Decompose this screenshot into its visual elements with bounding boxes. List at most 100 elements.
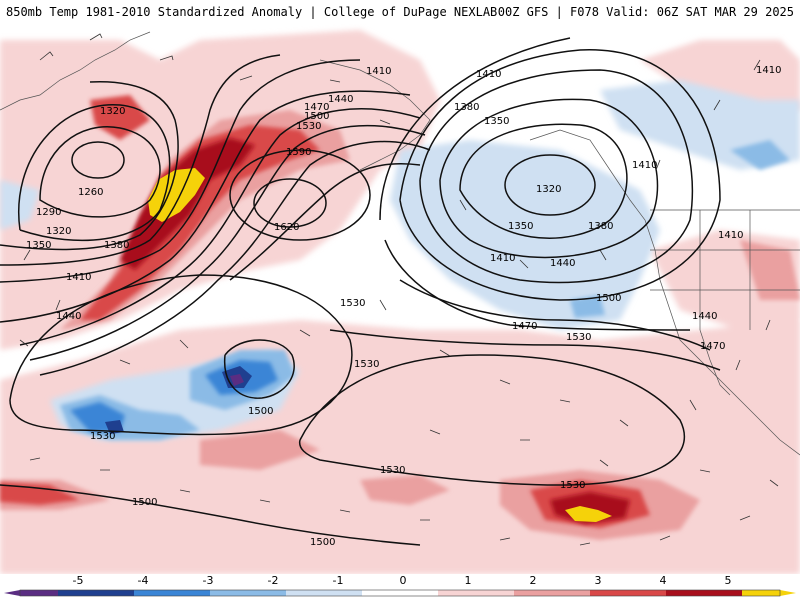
contour-label: 1440 (692, 311, 717, 322)
contour-label: 1410 (490, 253, 515, 264)
contour-1320-west (18, 104, 171, 242)
contour-label: 1380 (588, 221, 613, 232)
contour-1590 (229, 149, 371, 241)
colorbar-segment (590, 590, 629, 596)
contour-1620 (253, 178, 327, 228)
contour-label: 1530 (560, 480, 585, 491)
contour-label: 1320 (100, 106, 125, 117)
contour-1530-east (329, 329, 721, 371)
contour-label: 1350 (26, 240, 51, 251)
anomaly-region (570, 295, 605, 318)
contour-1530-south (298, 354, 686, 486)
coastline-na-west (529, 129, 800, 456)
contour-label: 1410 (366, 66, 391, 77)
colorbar-tick-label: -5 (73, 574, 84, 587)
colorbar-tick-label: 3 (595, 574, 602, 587)
contour-label: 1530 (296, 121, 321, 132)
contour-label: 1530 (380, 465, 405, 476)
colorbar-segment (438, 590, 477, 596)
anomaly-region (740, 240, 800, 300)
colorbar-segment (324, 590, 363, 596)
contour-label: 1530 (566, 332, 591, 343)
contour-1470 (19, 108, 421, 346)
contour-1560 (229, 163, 421, 281)
colorbar-tick-label: -1 (333, 574, 344, 587)
contour-1290 (39, 126, 161, 218)
coastline-alaska (319, 59, 431, 171)
colorbar-segment (476, 590, 515, 596)
anomaly-min-region (230, 374, 244, 386)
contour-label: 1380 (104, 240, 129, 251)
contour-label: 1500 (132, 497, 157, 508)
colorbar-tick-label: -3 (203, 574, 214, 587)
contour-1320-east (504, 154, 596, 216)
contour-label: 1530 (354, 359, 379, 370)
colorbar-max-arrow (780, 590, 796, 596)
colorbar-labels: -5 -4 -3 -2 -1 0 1 2 3 4 5 (73, 574, 732, 587)
colorbar-segment (210, 590, 249, 596)
contour-label: 1440 (328, 94, 353, 105)
contour-label: 1620 (274, 222, 299, 233)
contour-1470-east (379, 37, 691, 331)
anomaly-region (0, 482, 80, 505)
contour-labels: 1320 1260 1290 1320 1350 1380 1410 1440 … (26, 65, 781, 548)
contour-1350-east (459, 123, 628, 239)
colorbar-segment (666, 590, 705, 596)
contour-label: 1590 (286, 147, 311, 158)
contour-label: 1410 (632, 160, 657, 171)
colorbar-segment (552, 590, 591, 596)
colorbar-segment (628, 590, 667, 596)
contour-label: 1470 (512, 321, 537, 332)
contour-label: 1530 (90, 431, 115, 442)
contour-label: 1470 (304, 102, 329, 113)
colorbar-segment (172, 590, 211, 596)
contour-1500-east (399, 279, 711, 351)
coastlines (0, 31, 800, 456)
anomaly-region (80, 125, 320, 320)
anomaly-map: 1320 1260 1290 1320 1350 1380 1410 1440 … (0, 24, 800, 574)
colorbar-tick-label: 1 (465, 574, 472, 587)
contour-1260 (71, 141, 125, 179)
colorbar-segment (248, 590, 287, 596)
anomaly-region (90, 95, 150, 140)
contour-1500-south (0, 484, 421, 546)
colorbar-tick-label: 5 (725, 574, 732, 587)
anomaly-max-region (565, 506, 612, 522)
contour-label: 1290 (36, 207, 61, 218)
colorbar-min-arrow (4, 590, 20, 596)
contour-label: 1320 (536, 184, 561, 195)
colorbar-segment (514, 590, 553, 596)
colorbar-segment (362, 590, 401, 596)
contour-label: 1440 (56, 311, 81, 322)
colorbar-tick-label: 0 (400, 574, 407, 587)
wind-barbs (19, 33, 779, 546)
contour-label: 1470 (700, 341, 725, 352)
wind-barb (19, 33, 779, 546)
anomaly-region (200, 430, 320, 470)
contour-label: 1500 (248, 406, 273, 417)
coastline-baja (699, 329, 731, 396)
contour-label: 1320 (46, 226, 71, 237)
contour-label: 1530 (340, 298, 365, 309)
product-title: 850mb Temp 1981-2010 Standardized Anomal… (6, 5, 498, 19)
contour-1500-central (224, 339, 295, 399)
colorbar-strip (4, 589, 796, 597)
contour-1380-east (439, 98, 659, 259)
contour-label: 1440 (550, 258, 575, 269)
colorbar-border (19, 589, 781, 597)
anomaly-region (730, 140, 790, 170)
contour-label: 1410 (66, 272, 91, 283)
anomaly-region (0, 180, 40, 230)
colorbar-segment (400, 590, 439, 596)
contour-1530-central (9, 274, 353, 436)
contour-1410-east (419, 69, 694, 284)
colorbar-tick-label: -4 (138, 574, 149, 587)
contour-1380-west (0, 54, 281, 266)
anomaly-region (360, 475, 450, 505)
model-run-info: 00Z GFS | F078 Valid: 06Z SAT MAR 29 202… (497, 5, 794, 19)
title-bar: 850mb Temp 1981-2010 Standardized Anomal… (0, 0, 800, 24)
contour-1350-west (0, 81, 179, 251)
colorbar-segment (134, 590, 173, 596)
colorbar-segment (20, 590, 59, 596)
